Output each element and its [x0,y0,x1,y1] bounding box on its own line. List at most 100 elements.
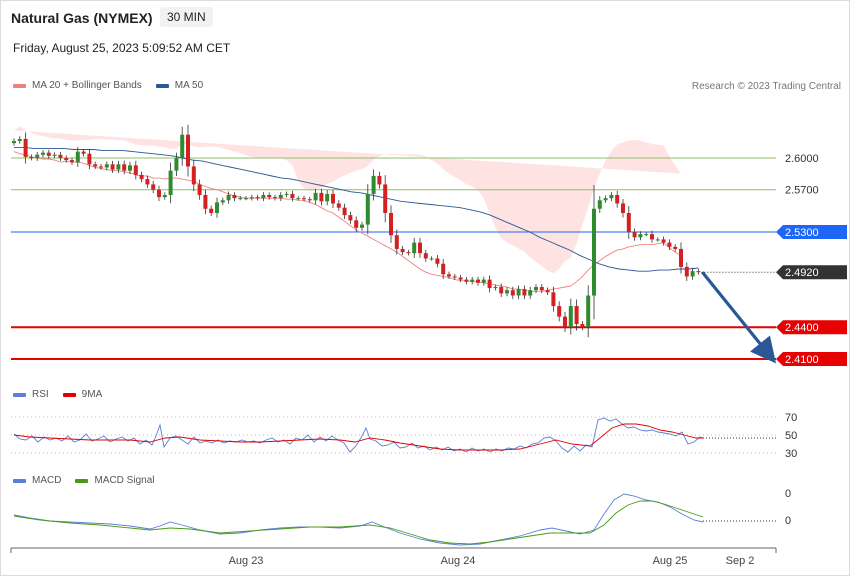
rsi-legend-label: RSI [32,389,49,400]
candle [336,200,341,211]
candle-body [534,287,538,291]
candle-body [342,207,347,216]
candle-body [371,175,376,194]
candle-body [87,153,92,165]
candle [493,284,498,291]
candle-body [244,198,248,200]
candle-body [684,266,689,277]
candle [661,236,666,246]
level-tag-bg-2-4100 [776,351,847,366]
candle-body [621,203,625,213]
candle [284,191,289,198]
candle [644,232,649,237]
candle [650,230,654,243]
candle-body [52,154,57,156]
macd-signal-legend-label: MACD Signal [94,475,155,486]
candle-body [597,200,602,209]
candle-body [661,239,666,243]
candle [371,169,376,201]
candle [157,185,161,202]
candle [58,151,63,161]
candle [23,132,28,164]
candle [186,124,190,177]
candle-body [203,194,208,209]
candle-body [296,198,301,200]
candle-body [209,208,214,213]
candle [696,268,701,275]
candle-body [99,166,103,168]
candle [667,239,672,250]
candle [249,194,254,201]
candle-body [197,184,202,195]
bollinger-band [14,126,681,274]
candle-body [81,151,86,154]
candle [383,175,388,223]
candle-body [551,292,556,307]
macd-zero-label-upper: 0 [785,488,791,500]
research-credit: Research © 2023 Trading Central [691,81,841,92]
candle-body [191,166,196,185]
candle-body [12,141,16,144]
candle [267,192,272,200]
level-tag-2-4100: 2.4100 [776,351,847,366]
candle [418,237,422,258]
candle [586,285,591,338]
candle [116,160,121,174]
candle-body [336,203,341,208]
candle [557,301,562,322]
level-tag-label-2-5300: 2.5300 [785,227,819,239]
candle-body [278,194,283,199]
candle [597,196,602,213]
candle [46,149,51,159]
candle-body [284,193,289,195]
candle-body [493,287,498,289]
candle [191,159,196,192]
candle [476,276,480,286]
level-tag-2-5300: 2.5300 [776,225,847,240]
candle-body [458,277,463,280]
candle [354,216,359,232]
instrument-title: Natural Gas (NYMEX) [11,10,153,26]
level-tag-label-2-4400: 2.4400 [785,322,819,334]
ma50-line [14,146,699,272]
candle [12,138,16,146]
candle [673,244,678,252]
candle-body [383,184,388,213]
candle-body [447,274,451,277]
candle [452,274,457,280]
candle [238,196,243,201]
candle-body [354,220,359,228]
candle [17,136,22,144]
candle [342,203,347,220]
level-tag-bg-2-4920 [776,265,847,280]
candle-body [464,279,469,282]
candle-body [487,279,492,289]
candle-body [522,289,527,296]
candle [110,160,115,174]
candle [563,311,567,332]
candle [545,287,550,295]
timeframe-button[interactable]: 30 MIN [160,7,213,27]
candle [389,205,393,243]
candle [226,191,231,204]
candle-body [470,279,475,282]
candle-body [545,290,550,293]
candle-body [23,138,28,157]
candle [615,190,620,208]
candle [423,249,428,262]
candle [215,197,219,218]
candle [273,194,277,201]
candle [638,231,643,241]
candle-body [104,164,109,168]
candle-body [603,198,608,201]
level-tag-2-4920: 2.4920 [776,265,847,280]
candle-body [365,193,370,225]
candle [592,184,596,320]
candle-body [638,234,643,238]
candle-body [46,152,51,156]
candle-body [592,208,596,296]
candle [539,284,544,294]
candle-body [215,202,219,213]
candle [325,189,330,206]
